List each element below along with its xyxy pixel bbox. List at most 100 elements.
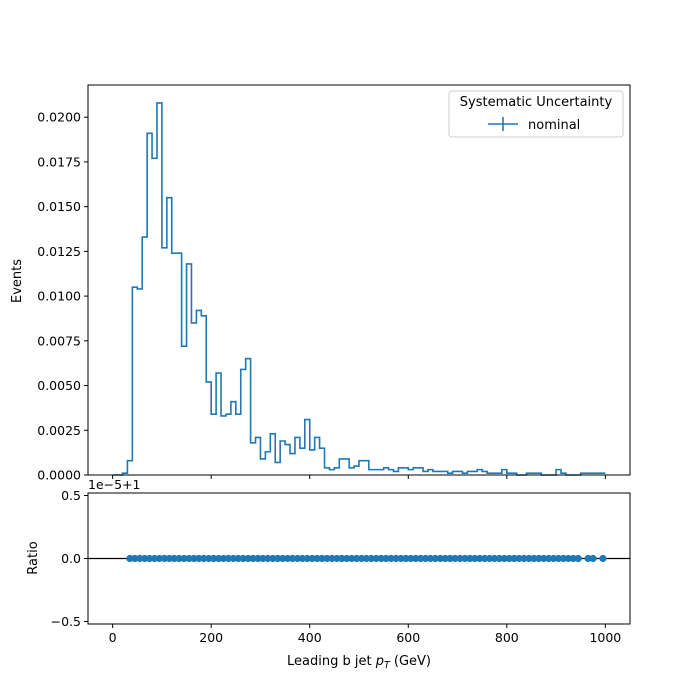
ratio-point <box>520 554 528 563</box>
ratio-point <box>254 554 262 563</box>
ratio-x-tick-label: 800 <box>495 630 519 645</box>
ratio-point <box>155 554 164 563</box>
ratio-point <box>308 554 316 563</box>
histogram-y-tick-label: 0.0150 <box>37 199 81 214</box>
ratio-point <box>141 554 149 563</box>
ratio-point <box>569 554 577 563</box>
ratio-point <box>175 554 183 563</box>
ratio-point <box>515 554 523 563</box>
ratio-point <box>259 554 267 563</box>
ratio-point <box>500 554 508 563</box>
ratio-point <box>481 554 489 563</box>
ratio-point <box>530 554 538 563</box>
ratio-point <box>436 554 444 563</box>
ratio-point <box>136 554 144 563</box>
ratio-point <box>229 554 237 563</box>
ratio-point <box>485 554 494 563</box>
histogram-y-axis-label: Events <box>10 259 25 303</box>
ratio-point <box>298 554 306 563</box>
ratio-point <box>244 554 252 563</box>
histogram-y-tick-label: 0.0100 <box>37 289 81 304</box>
ratio-point <box>392 554 400 563</box>
legend-entry-nominal: nominal <box>528 118 580 133</box>
ratio-point <box>525 554 533 563</box>
ratio-point <box>372 554 380 563</box>
ratio-point <box>545 554 553 563</box>
ratio-point <box>200 554 208 563</box>
histogram-x-ticks <box>112 475 606 479</box>
ratio-point <box>564 554 573 563</box>
ratio-point <box>195 554 203 563</box>
ratio-x-tick-label: 1000 <box>589 630 621 645</box>
ratio-point <box>269 554 277 563</box>
ratio-point <box>303 554 311 563</box>
ratio-frame <box>87 492 631 625</box>
ratio-point <box>234 554 242 563</box>
ratio-point <box>559 554 568 563</box>
ratio-x-tick-label: 600 <box>396 630 420 645</box>
ratio-point <box>313 554 321 563</box>
ratio-point <box>599 554 607 563</box>
ratio-point <box>456 554 464 563</box>
ratio-point <box>387 554 395 563</box>
ratio-point <box>318 554 326 563</box>
ratio-point <box>348 554 356 563</box>
ratio-point <box>402 554 410 563</box>
ratio-point <box>239 554 247 563</box>
ratio-point <box>210 554 218 563</box>
ratio-point <box>362 554 370 563</box>
histogram-y-tick-label: 0.0000 <box>37 468 81 483</box>
ratio-point <box>338 554 346 563</box>
ratio-y-tick-label: 0.5 <box>61 488 81 503</box>
ratio-panel: −0.5 0.0 0.5 0 200 400 600 800 1000 1e−5+1 Rati… <box>26 477 631 671</box>
ratio-point <box>249 554 257 563</box>
histogram-y-tick-label: 0.0050 <box>37 378 81 393</box>
ratio-point <box>535 554 543 563</box>
ratio-point <box>471 554 479 563</box>
legend-box <box>448 90 624 138</box>
ratio-point <box>412 554 420 563</box>
histogram-y-tick-label: 0.0125 <box>37 244 81 259</box>
histogram-frame <box>87 84 631 476</box>
ratio-point <box>451 554 459 563</box>
ratio-point <box>510 554 518 563</box>
ratio-point <box>170 554 178 563</box>
ratio-point <box>333 554 341 563</box>
ratio-point <box>397 554 405 563</box>
ratio-point <box>357 554 366 563</box>
ratio-point <box>367 554 375 563</box>
ratio-point <box>323 554 331 563</box>
ratio-x-ticks: 0 200 400 600 800 1000 <box>109 624 621 645</box>
x-axis-label: Leading b jet pT (GeV) <box>287 654 431 671</box>
ratio-points <box>126 554 607 563</box>
ratio-point <box>461 554 469 563</box>
ratio-point <box>377 554 385 563</box>
histogram-y-tick-label: 0.0200 <box>37 110 81 125</box>
legend: Systematic Uncertainty nominal <box>448 90 624 138</box>
ratio-point <box>589 554 597 563</box>
ratio-point <box>343 554 351 563</box>
ratio-x-tick-label: 0 <box>109 630 117 645</box>
ratio-point <box>431 554 439 563</box>
ratio-point <box>490 554 499 563</box>
ratio-x-tick-label: 400 <box>298 630 322 645</box>
ratio-point <box>180 554 188 563</box>
histogram-y-tick-label: 0.0075 <box>37 333 81 348</box>
ratio-point <box>554 554 563 563</box>
ratio-y-tick-label: 0.0 <box>61 551 81 566</box>
ratio-point <box>352 554 361 563</box>
ratio-point <box>219 554 228 563</box>
ratio-point <box>421 554 430 563</box>
ratio-point <box>150 554 159 563</box>
ratio-point <box>165 554 173 563</box>
ratio-point <box>185 554 193 563</box>
ratio-point <box>584 554 592 563</box>
ratio-x-tick-label: 200 <box>199 630 223 645</box>
ratio-point <box>126 554 134 563</box>
ratio-point <box>574 554 582 563</box>
histogram-step-line <box>112 102 606 476</box>
ratio-point <box>279 554 287 563</box>
ratio-point <box>205 554 213 563</box>
ratio-point <box>274 554 282 563</box>
